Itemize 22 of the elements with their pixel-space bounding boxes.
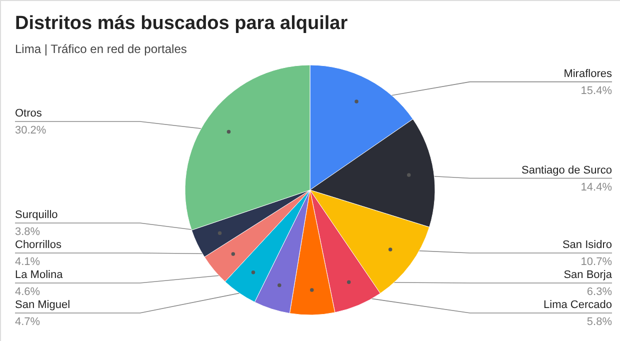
slice-label: Surquillo [15,209,58,221]
chart-title: Distritos más buscados para alquilar [15,13,348,34]
slice-label: Miraflores [564,68,612,80]
chart-subtitle: Lima | Tráfico en red de portales [15,42,187,56]
data-label: 4.1% [15,256,40,268]
data-label: 3.8% [15,226,40,238]
slice-label: Otros [15,108,42,120]
data-label: 10.7% [580,256,612,268]
slice-label: La Molina [15,269,64,281]
data-label: 30.2% [15,124,46,137]
slice-label: San Miguel [15,299,70,311]
slice-label: Lima Cercado [544,299,612,311]
slice-label: San Borja [564,269,613,281]
slice-label: San Isidro [562,239,612,251]
data-label: 5.8% [586,316,612,328]
data-label: 14.4% [580,181,612,194]
data-label: 4.7% [15,316,40,328]
slice-label: Chorrillos [15,239,62,251]
data-label: 6.3% [586,286,612,298]
data-label: 4.6% [15,286,40,298]
data-label: 15.4% [580,84,612,97]
slice-label: Santiago de Surco [521,164,612,176]
